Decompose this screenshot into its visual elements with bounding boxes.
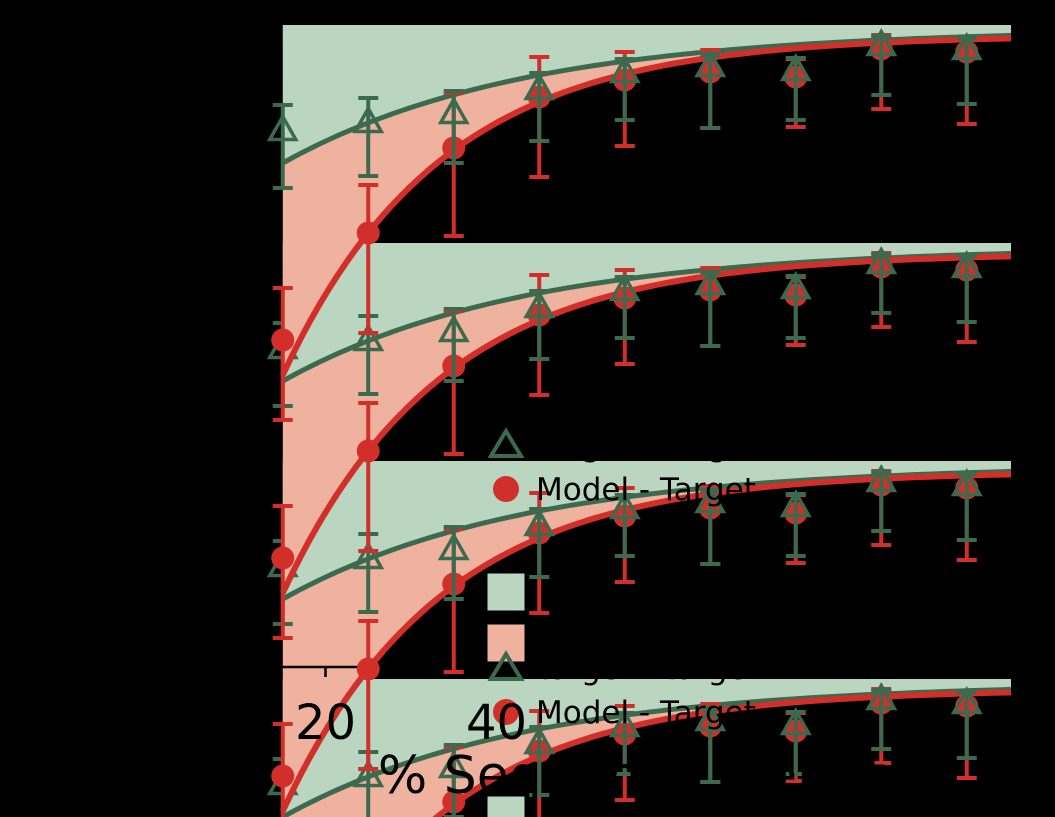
triangle-marker (950, 685, 983, 715)
triangle-marker (608, 272, 641, 302)
triangle-marker (694, 266, 727, 296)
legend-label-model-target: Model - Target (536, 695, 756, 731)
green-fill-area (282, 243, 1011, 381)
triangle-marker (950, 467, 983, 497)
panel-4 (266, 679, 1012, 817)
panel-1 (266, 25, 1012, 422)
triangle-marker (865, 463, 898, 493)
triangle-marker (523, 725, 556, 755)
green-fill-area (282, 25, 1011, 163)
x-tick-label-40: 40 (466, 695, 527, 751)
triangle-marker (437, 531, 470, 561)
triangle-marker (352, 758, 385, 788)
triangle-marker (950, 249, 983, 279)
triangle-marker (865, 681, 898, 711)
panel-3 (266, 461, 1012, 817)
green-fill-area (282, 679, 1011, 817)
x-tick-label-20: 20 (295, 695, 356, 751)
triangle-marker (352, 540, 385, 570)
circle-marker (271, 546, 295, 570)
triangle-marker (523, 71, 556, 101)
triangle-marker (950, 31, 983, 61)
triangle-marker (437, 95, 470, 125)
triangle-marker (694, 48, 727, 78)
triangle-marker (437, 313, 470, 343)
triangle-marker (352, 322, 385, 352)
triangle-marker (608, 708, 641, 738)
panel-2 (266, 243, 1012, 640)
triangle-marker (523, 289, 556, 319)
circle-marker (356, 439, 380, 463)
triangle-marker (865, 245, 898, 275)
circle-marker (271, 328, 295, 352)
circle-marker (356, 221, 380, 245)
triangle-marker (352, 104, 385, 134)
legend-green-patch-icon (487, 796, 525, 817)
triangle-marker (779, 706, 812, 736)
triangle-marker (779, 52, 812, 82)
circle-marker (356, 657, 380, 681)
legend-green-patch-icon (487, 573, 525, 611)
legend-label-model-target: Model - Target (536, 472, 756, 508)
legend-panel-4: Target - Target Model - Target (487, 650, 759, 817)
triangle-marker (779, 270, 812, 300)
triangle-marker (865, 27, 898, 57)
triangle-marker (608, 490, 641, 520)
legend-circle-icon (493, 476, 519, 502)
triangle-marker (266, 112, 299, 142)
triangle-marker (779, 488, 812, 518)
triangle-marker (694, 484, 727, 514)
panels-container (266, 25, 1012, 817)
green-fill-area (282, 461, 1011, 599)
salmon-fill-area (282, 689, 1011, 817)
legend-triangle-icon (487, 650, 525, 681)
legend-label-target-target: Target - Target (535, 651, 759, 687)
circle-marker (271, 764, 295, 788)
legend-circle-icon (493, 699, 519, 725)
legend-label-target-target: Target - Target (535, 428, 759, 464)
x-axis-title: % Sequence Identity (378, 746, 916, 806)
legend-triangle-icon (487, 427, 525, 458)
triangle-marker (523, 507, 556, 537)
triangle-marker (694, 702, 727, 732)
legend-panel-3: Target - Target Model - Target (487, 427, 759, 662)
triangle-marker (608, 54, 641, 84)
triangle-marker (437, 749, 470, 779)
